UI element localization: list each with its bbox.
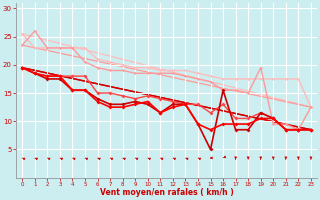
X-axis label: Vent moyen/en rafales ( km/h ): Vent moyen/en rafales ( km/h ): [100, 188, 234, 197]
